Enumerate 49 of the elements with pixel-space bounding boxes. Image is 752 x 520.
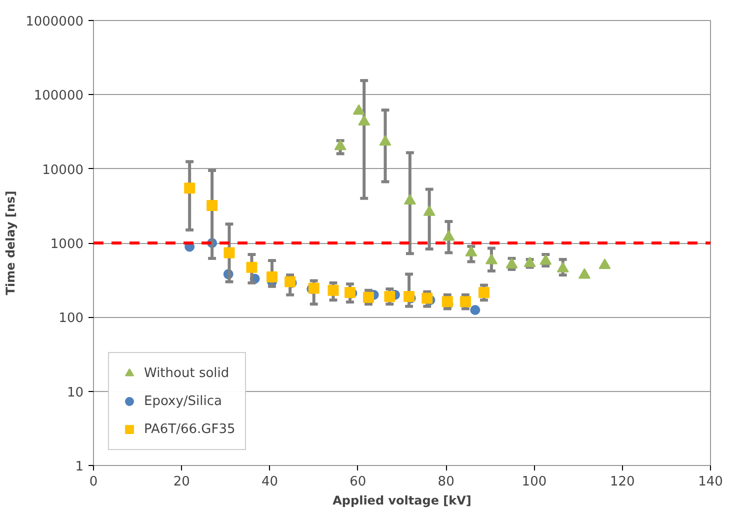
x-axis-title: Applied voltage [kV] — [332, 494, 472, 508]
point — [506, 258, 518, 268]
point — [266, 271, 278, 282]
point — [344, 287, 356, 298]
y-tick-label: 1 — [75, 460, 84, 474]
y-tick-label: 1000 — [50, 237, 84, 252]
legend-label: PA6T/66.GF35 — [144, 422, 236, 436]
point — [379, 135, 392, 146]
x-tick-label: 0 — [89, 474, 98, 490]
x-tick-label: 40 — [262, 474, 278, 490]
point — [184, 182, 196, 194]
y-tick-label: 10000 — [42, 162, 84, 178]
point — [363, 292, 374, 303]
point — [442, 230, 455, 241]
point — [422, 292, 433, 304]
x-tick-label: 140 — [698, 474, 723, 490]
y-tick-label: 100 — [58, 311, 84, 326]
x-tick-label: 80 — [438, 474, 454, 490]
x-tick-label: 20 — [173, 474, 190, 490]
x-tick-label: 100 — [522, 474, 547, 490]
point — [540, 254, 552, 265]
point — [384, 290, 396, 302]
point — [478, 287, 490, 298]
y-tick-label: 100000 — [34, 88, 84, 104]
point — [308, 282, 320, 294]
y-tick-label: 1000000 — [26, 14, 84, 30]
point — [578, 268, 590, 279]
legend-label: Without solid — [144, 366, 230, 380]
point — [598, 258, 611, 269]
x-tick-label: 60 — [350, 474, 366, 490]
point — [206, 200, 218, 212]
point — [328, 284, 339, 296]
y-axis-title: Time delay [ns] — [4, 190, 18, 296]
point — [404, 290, 415, 302]
x-tick-label: 120 — [610, 474, 635, 490]
point — [224, 247, 235, 258]
point — [556, 262, 569, 272]
point — [246, 262, 258, 273]
point — [485, 254, 498, 264]
legend-label: Epoxy/Silica — [144, 394, 222, 408]
point — [404, 194, 416, 205]
point — [470, 304, 480, 315]
point — [423, 205, 436, 216]
y-tick-label: 10 — [66, 385, 84, 400]
point — [460, 296, 471, 308]
point — [352, 104, 365, 115]
point — [334, 140, 346, 150]
point — [442, 296, 453, 308]
point — [358, 115, 370, 126]
